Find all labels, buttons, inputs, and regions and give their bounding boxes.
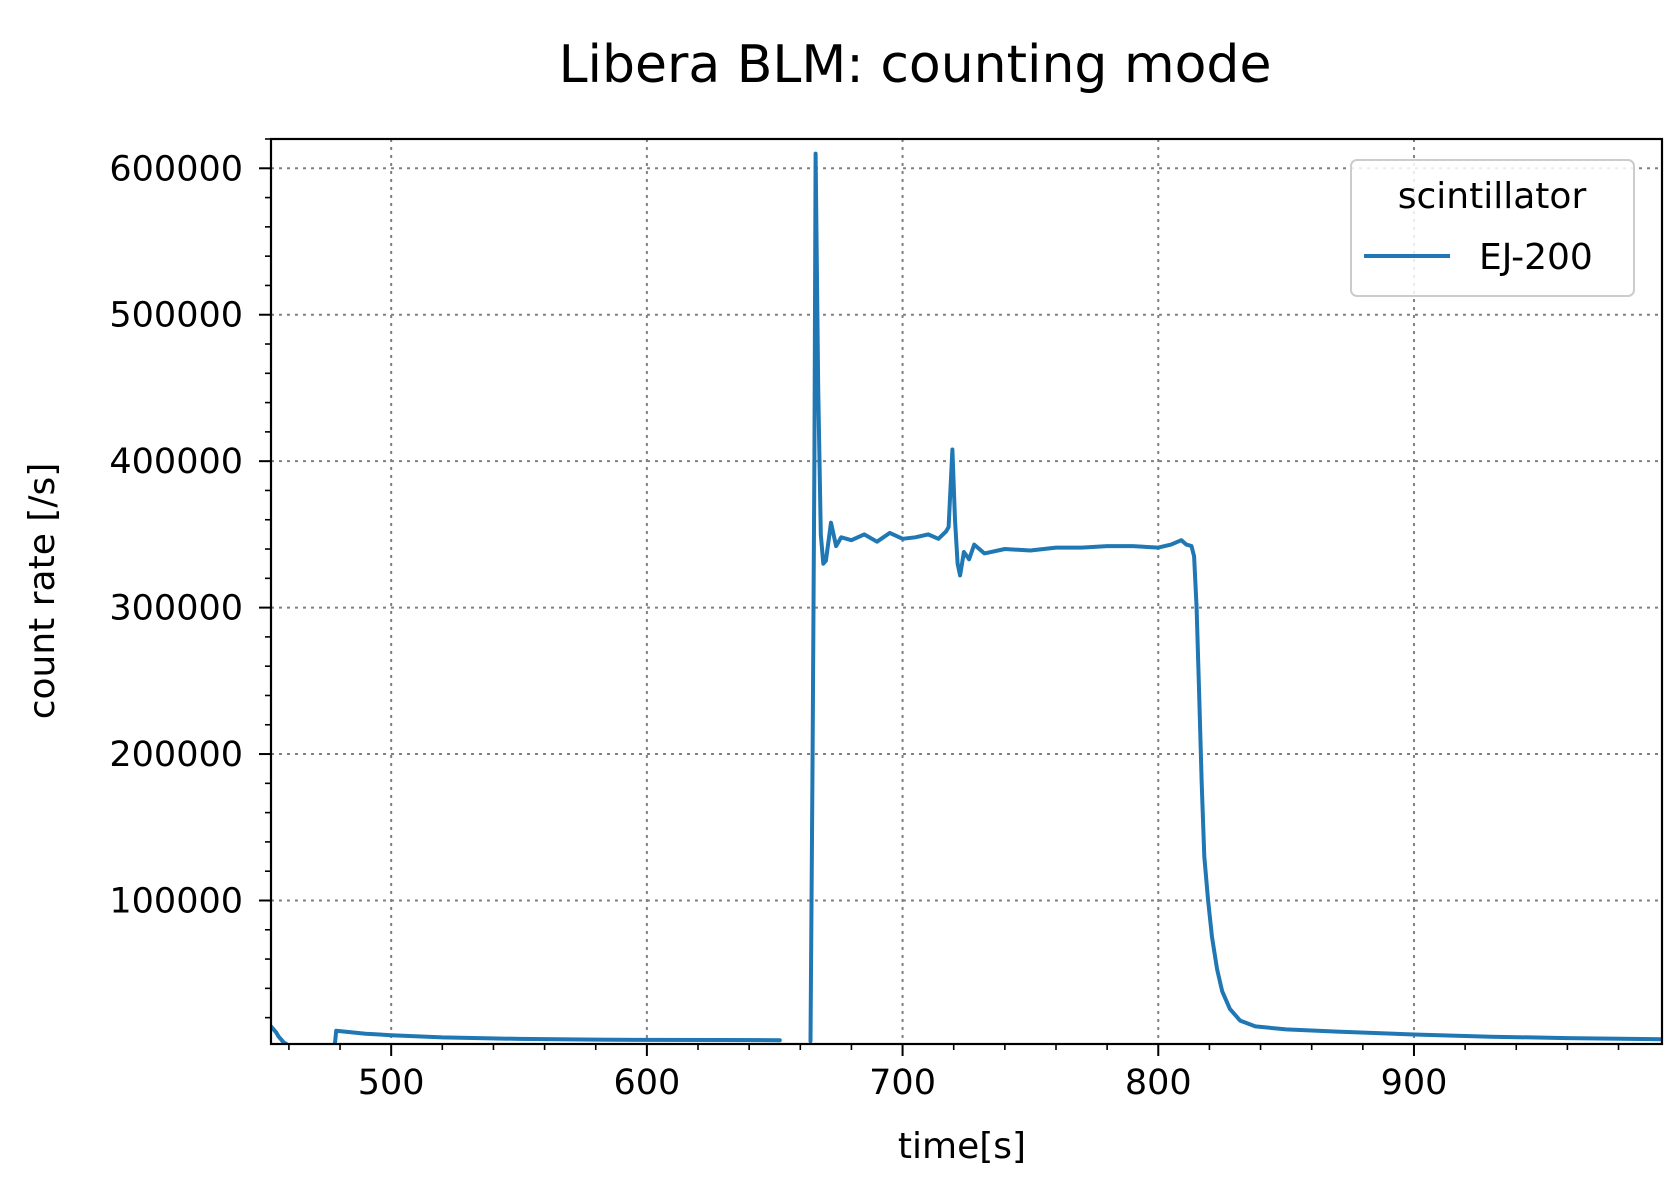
series-line-ej-200-segment-2 <box>332 1028 782 1044</box>
legend-label-ej-200: EJ-200 <box>1479 237 1593 278</box>
series-line-ej-200-segment-3 <box>808 151 1662 1044</box>
legend-title: scintillator <box>1398 176 1587 217</box>
x-axis-label: time[s] <box>898 1126 1026 1167</box>
x-tick-label: 900 <box>1381 1063 1448 1103</box>
x-tick-labels: 500 600 700 800 900 <box>358 1063 1448 1103</box>
y-tick-label: 500000 <box>109 296 243 336</box>
major-ticks <box>259 167 1415 1056</box>
legend: scintillator EJ-200 <box>1350 159 1635 297</box>
y-tick-label: 200000 <box>109 735 243 775</box>
y-tick-label: 300000 <box>109 589 243 629</box>
y-tick-labels: 100000 200000 300000 400000 500000 600000 <box>109 149 243 921</box>
plot-area <box>269 137 1664 1046</box>
chart-title: Libera BLM: counting mode <box>559 35 1272 95</box>
x-tick-label: 500 <box>358 1063 425 1103</box>
y-tick-label: 100000 <box>109 881 243 921</box>
y-tick-label: 400000 <box>109 442 243 482</box>
grid <box>271 139 1662 1044</box>
legend-box <box>1350 159 1635 297</box>
x-tick-label: 800 <box>1125 1063 1192 1103</box>
x-tick-label: 600 <box>613 1063 680 1103</box>
y-axis-label: count rate [/s] <box>22 463 63 720</box>
y-tick-label: 600000 <box>109 149 243 189</box>
x-tick-label: 700 <box>869 1063 936 1103</box>
